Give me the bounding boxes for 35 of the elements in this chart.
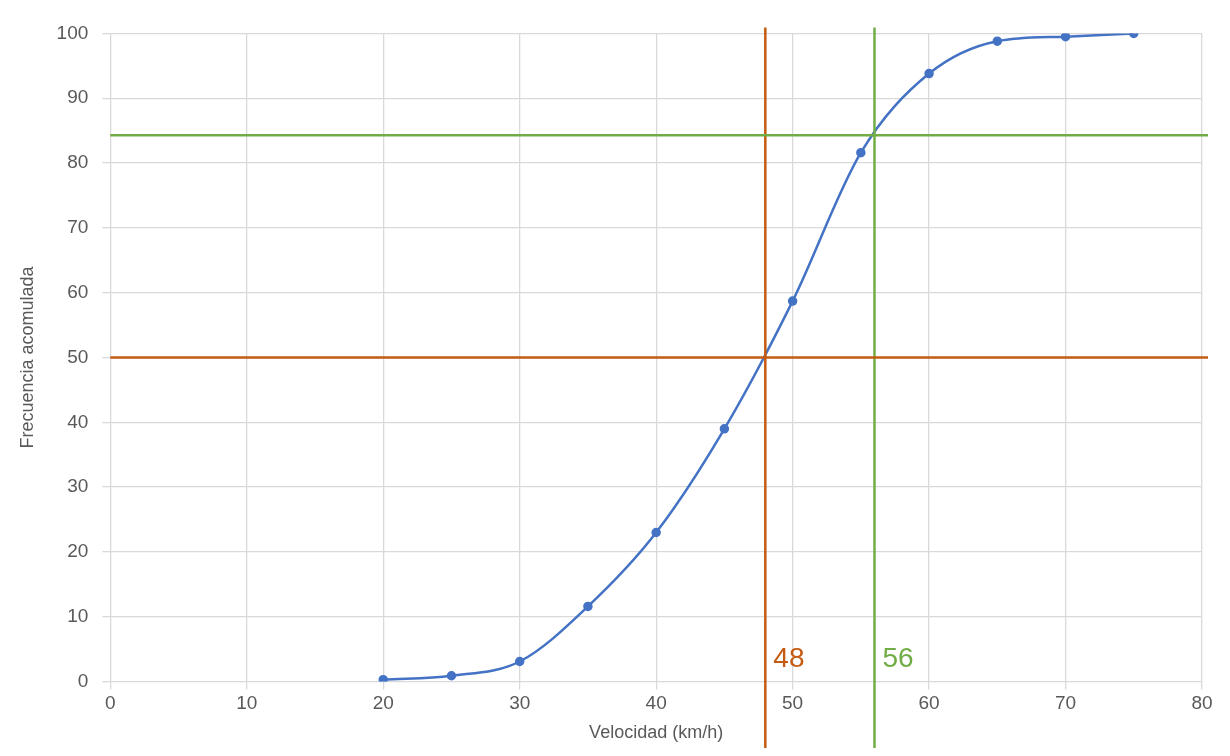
point xyxy=(924,68,934,79)
x-axis-title: Velocidad (km/h) xyxy=(589,722,724,743)
y-axis-title: Frecuencia acomulada xyxy=(16,265,37,449)
point xyxy=(583,601,593,612)
y-tick-label: 70 xyxy=(67,216,89,238)
point xyxy=(719,424,730,434)
point xyxy=(514,656,525,667)
y-tick-label: 80 xyxy=(67,151,89,173)
ref-line-label: 56 xyxy=(882,642,914,674)
point xyxy=(856,147,866,158)
point xyxy=(787,296,798,306)
y-tick-label: 40 xyxy=(67,410,89,432)
point xyxy=(378,674,388,682)
x-tick-label: 70 xyxy=(1054,692,1077,714)
y-tick-label: 30 xyxy=(67,475,89,497)
y-tick-label: 10 xyxy=(67,605,89,627)
y-tick-label: 0 xyxy=(77,669,89,691)
y-tick-label: 50 xyxy=(67,345,89,367)
point xyxy=(446,671,457,681)
y-tick-label: 100 xyxy=(56,21,89,43)
x-tick-label: 20 xyxy=(372,692,394,714)
y-tick-label: 60 xyxy=(67,280,89,302)
point xyxy=(651,527,661,538)
x-tick-label: 80 xyxy=(1191,692,1213,714)
ref-line-label: 48 xyxy=(773,642,805,674)
x-tick-label: 10 xyxy=(236,692,258,714)
x-tick-label: 40 xyxy=(645,692,667,714)
point xyxy=(1060,33,1071,42)
x-tick-label: 60 xyxy=(918,692,940,714)
point xyxy=(992,36,1003,46)
x-tick-label: 50 xyxy=(782,692,804,714)
y-tick-label: 20 xyxy=(67,540,89,562)
x-tick-label: 0 xyxy=(105,692,116,714)
x-tick-label: 30 xyxy=(509,692,531,714)
y-tick-label: 90 xyxy=(67,86,89,108)
